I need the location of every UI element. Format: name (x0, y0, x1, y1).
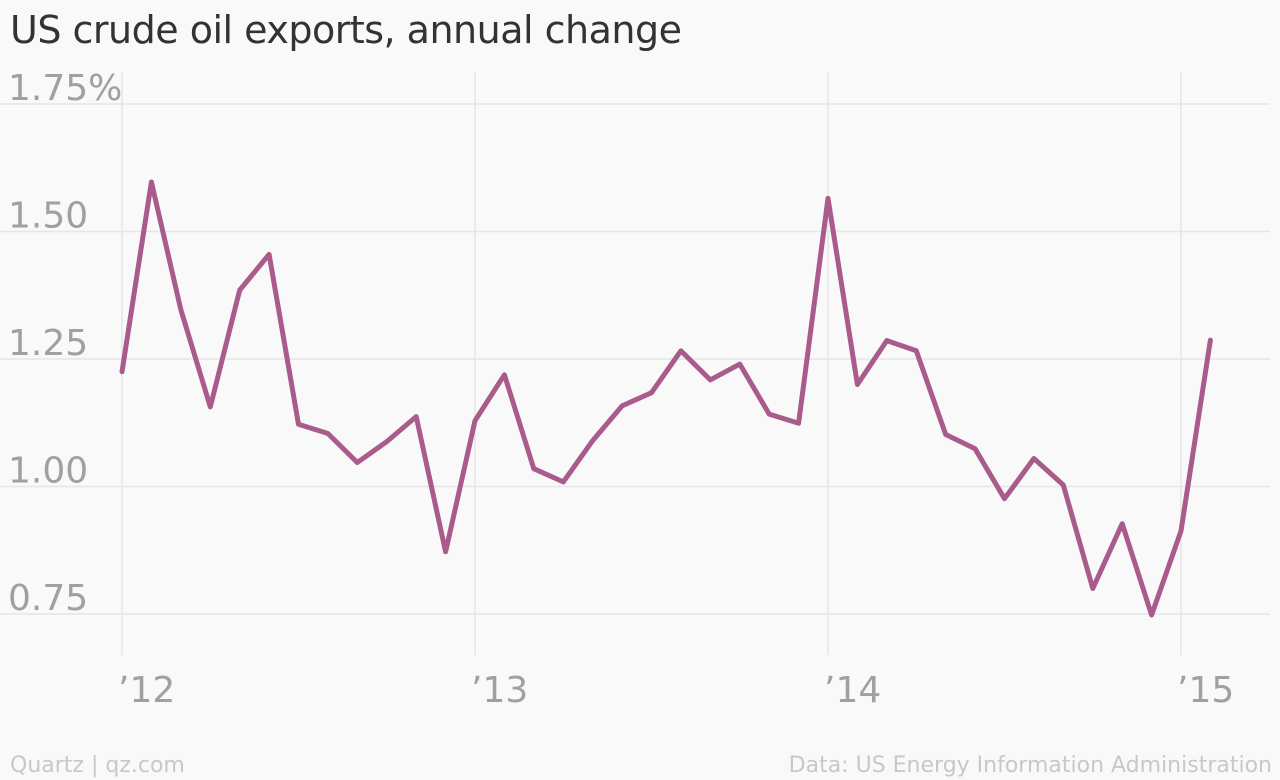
data-point (914, 348, 919, 353)
x-tick-label: ’12 (118, 670, 175, 711)
data-point (296, 422, 301, 427)
data-point (649, 390, 654, 395)
y-tick-label: 1.50 (8, 196, 88, 237)
data-point (943, 432, 948, 437)
data-point (1208, 338, 1213, 343)
data-point (325, 431, 330, 436)
data-point (855, 382, 860, 387)
footer-source-eia: Data: US Energy Information Administrati… (788, 753, 1272, 778)
data-point (531, 466, 536, 471)
data-point (561, 479, 566, 484)
data-point (502, 372, 507, 377)
data-point (1061, 482, 1066, 487)
data-point (973, 446, 978, 451)
data-point (678, 348, 683, 353)
data-point (414, 414, 419, 419)
data-point (620, 403, 625, 408)
data-point (178, 307, 183, 312)
data-point (384, 439, 389, 444)
y-tick-label: 0.75 (8, 578, 88, 619)
data-point (208, 404, 213, 409)
data-point (267, 252, 272, 257)
x-tick-label: ’13 (471, 670, 528, 711)
data-point (767, 412, 772, 417)
y-tick-label: 1.75% (8, 68, 122, 109)
data-point (473, 418, 478, 423)
data-point (708, 377, 713, 382)
data-point (149, 180, 154, 185)
x-tick-label: ’15 (1177, 670, 1234, 711)
data-point (737, 362, 742, 367)
data-point (1149, 613, 1154, 618)
x-tick-label: ’14 (824, 670, 881, 711)
series-line (119, 179, 1213, 618)
chart-title: US crude oil exports, annual change (10, 8, 682, 52)
data-point (826, 196, 831, 201)
data-point (1120, 521, 1125, 526)
data-point (1179, 528, 1184, 533)
data-point (1031, 456, 1036, 461)
data-point (120, 369, 125, 374)
gridlines (0, 72, 1270, 655)
series-layer (119, 179, 1213, 618)
y-tick-label: 1.25 (8, 323, 88, 364)
data-point (1090, 586, 1095, 591)
data-point (590, 438, 595, 443)
x-axis-ticks: ’12 ’13 ’14 ’15 (118, 670, 1234, 711)
data-point (1002, 496, 1007, 501)
y-tick-label: 1.00 (8, 451, 88, 492)
data-point (884, 338, 889, 343)
footer-source-quartz: Quartz | qz.com (10, 753, 185, 778)
data-point (796, 421, 801, 426)
data-point (355, 460, 360, 465)
data-point (443, 549, 448, 554)
data-point (237, 288, 242, 293)
y-axis-ticks: 0.75 1.00 1.25 1.50 1.75% (8, 68, 122, 619)
